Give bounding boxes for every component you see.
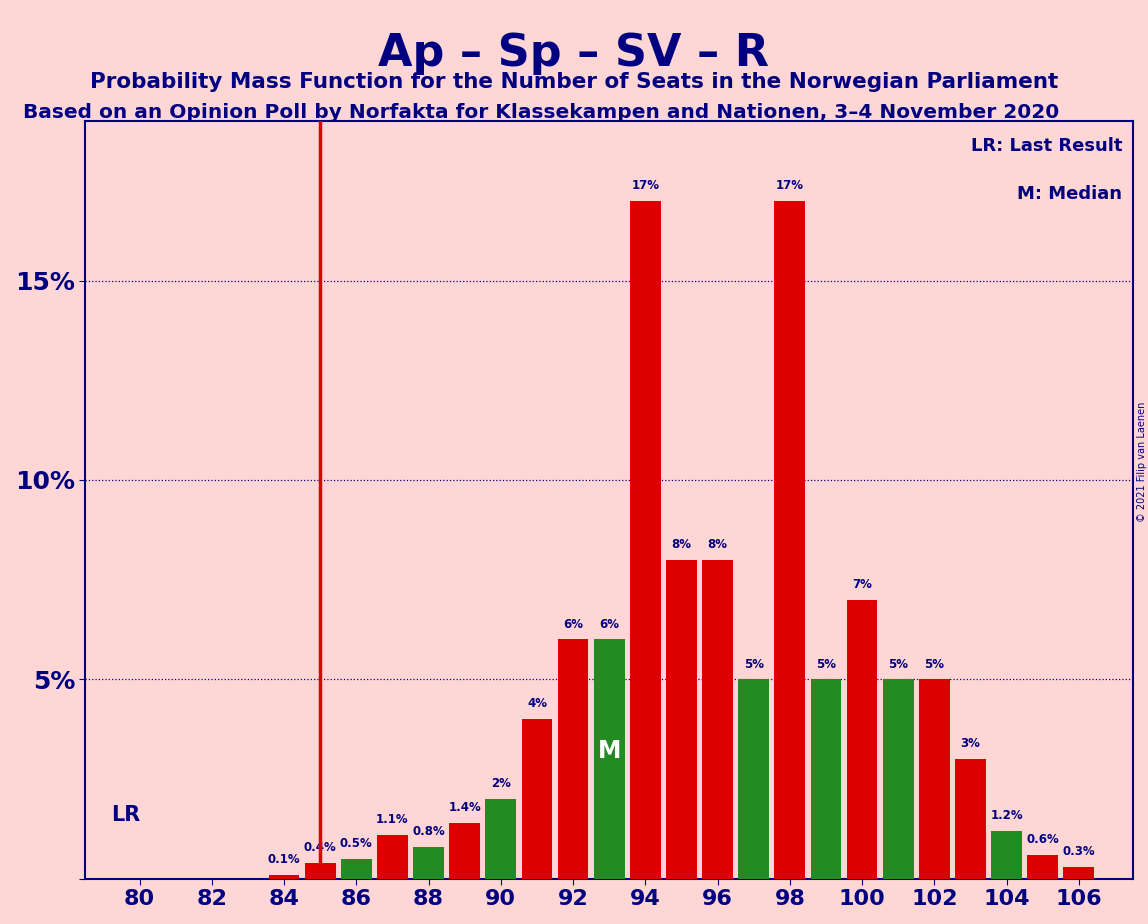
Text: 0.5%: 0.5% <box>340 837 373 850</box>
Text: © 2021 Filip van Laenen: © 2021 Filip van Laenen <box>1138 402 1147 522</box>
Bar <box>594 639 625 879</box>
Text: 3%: 3% <box>961 737 980 750</box>
Bar <box>738 679 769 879</box>
Bar <box>486 799 517 879</box>
Text: 4%: 4% <box>527 698 546 711</box>
Text: 1.2%: 1.2% <box>991 809 1023 822</box>
Text: 17%: 17% <box>776 179 804 192</box>
Bar <box>1027 855 1058 879</box>
Text: 0.1%: 0.1% <box>267 853 301 866</box>
Bar <box>775 201 805 879</box>
Bar <box>413 846 444 879</box>
Text: Probability Mass Function for the Number of Seats in the Norwegian Parliament: Probability Mass Function for the Number… <box>90 72 1058 92</box>
Text: 2%: 2% <box>491 777 511 790</box>
Text: 5%: 5% <box>889 658 908 671</box>
Text: 8%: 8% <box>672 538 691 551</box>
Bar <box>918 679 949 879</box>
Bar <box>341 858 372 879</box>
Bar <box>666 560 697 879</box>
Bar <box>558 639 589 879</box>
Text: M: M <box>597 739 621 763</box>
Text: 1.1%: 1.1% <box>377 813 409 826</box>
Bar <box>955 759 986 879</box>
Text: 1.4%: 1.4% <box>449 801 481 814</box>
Text: M: Median: M: Median <box>1017 185 1122 203</box>
Text: 6%: 6% <box>599 617 619 631</box>
Bar <box>449 822 480 879</box>
Text: 0.4%: 0.4% <box>304 841 336 854</box>
Text: 5%: 5% <box>744 658 763 671</box>
Bar <box>377 834 408 879</box>
Text: 8%: 8% <box>707 538 728 551</box>
Bar <box>991 831 1022 879</box>
Bar <box>521 719 552 879</box>
Text: LR: LR <box>110 805 140 825</box>
Bar <box>703 560 732 879</box>
Text: Based on an Opinion Poll by Norfakta for Klassekampen and Nationen, 3–4 November: Based on an Opinion Poll by Norfakta for… <box>23 103 1060 123</box>
Text: 7%: 7% <box>852 578 872 590</box>
Bar <box>1063 867 1094 879</box>
Text: 0.6%: 0.6% <box>1026 833 1060 845</box>
Bar <box>883 679 914 879</box>
Text: 5%: 5% <box>924 658 945 671</box>
Text: LR: Last Result: LR: Last Result <box>971 137 1122 155</box>
Text: 5%: 5% <box>816 658 836 671</box>
Text: 6%: 6% <box>563 617 583 631</box>
Bar <box>630 201 661 879</box>
Text: Ap – Sp – SV – R: Ap – Sp – SV – R <box>379 32 769 76</box>
Bar <box>847 600 877 879</box>
Text: 0.8%: 0.8% <box>412 825 445 838</box>
Bar <box>305 863 335 879</box>
Text: 17%: 17% <box>631 179 659 192</box>
Bar <box>810 679 841 879</box>
Text: 0.3%: 0.3% <box>1063 845 1095 857</box>
Bar <box>269 875 300 879</box>
